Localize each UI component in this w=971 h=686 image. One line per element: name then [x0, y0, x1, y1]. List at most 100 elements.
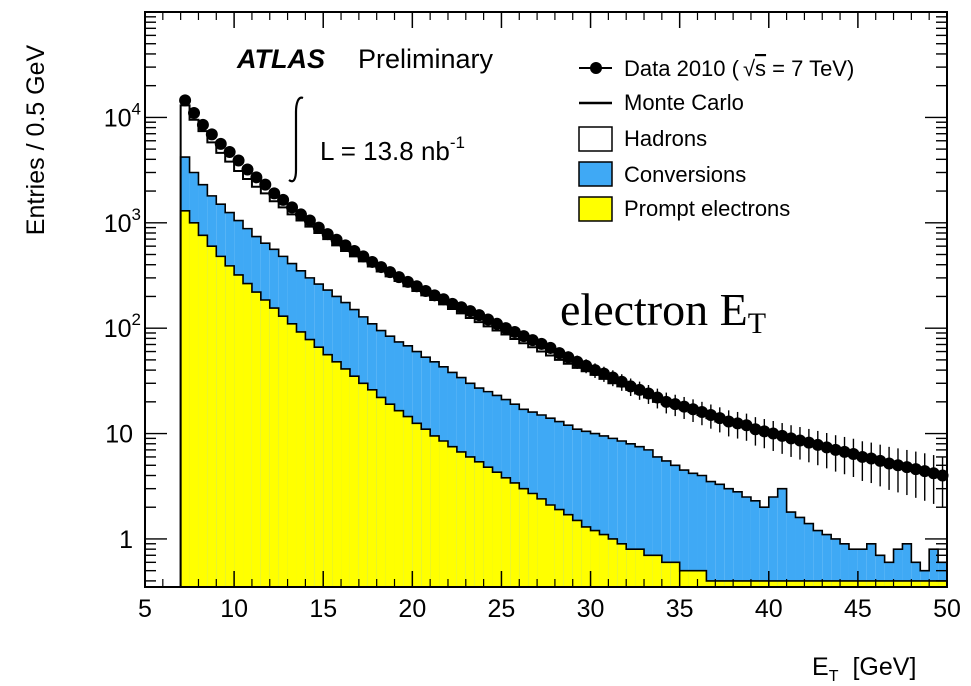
y-tick-label: 104: [104, 99, 141, 132]
conversions-bar: [786, 512, 796, 587]
data-point: [250, 171, 263, 184]
data-point: [196, 118, 209, 131]
conversions-bar: [840, 543, 850, 587]
header-labels: ATLAS Preliminary L = 13.8 nb-1 electron…: [236, 44, 766, 340]
legend-conversions-swatch: [578, 161, 613, 187]
hadrons-bar: [866, 458, 876, 587]
prompt-electrons-bar: [510, 482, 520, 587]
prompt-electrons-outline: [179, 209, 947, 587]
prompt-electrons-bar: [590, 530, 600, 587]
conversions-bar: [884, 562, 894, 587]
data-point: [856, 450, 869, 463]
prompt-electrons-bar: [786, 580, 796, 587]
prompt-electrons-bar: [234, 274, 244, 587]
hadrons-bar: [840, 451, 849, 587]
conversions-bar: [822, 534, 832, 587]
x-axis-title-main: E: [812, 653, 829, 681]
prompt-electrons-bar: [581, 526, 591, 587]
prompt-electrons-bar: [501, 477, 511, 587]
prompt-electrons-bar: [251, 292, 262, 587]
annotation-sub: T: [748, 307, 766, 340]
prompt-electrons-bar: [626, 549, 636, 587]
prompt-electrons-bar: [376, 397, 386, 587]
prompt-electrons-bar: [421, 429, 431, 587]
data-point: [277, 193, 290, 206]
data-point: [553, 347, 566, 360]
legend-data-label: Data 2010 (√s = 7 TeV): [624, 56, 854, 81]
prompt-electrons-bar: [875, 580, 885, 587]
prompt-electrons-bar: [216, 256, 226, 587]
data-point: [722, 415, 735, 428]
data-point: [508, 325, 521, 338]
prompt-electrons-bar: [385, 404, 395, 587]
annotation-main: electron E: [560, 284, 748, 335]
conversions-bar: [706, 481, 716, 587]
data-point: [401, 275, 414, 288]
y-tick-label-exp: 2: [132, 310, 141, 329]
data-point: [179, 94, 192, 107]
prompt-electrons-bar: [652, 555, 663, 587]
prompt-electrons-bar: [911, 580, 921, 587]
data-point: [205, 128, 218, 141]
hadrons-bar: [857, 456, 867, 587]
prompt-electrons-bar: [572, 520, 582, 587]
data-point: [562, 351, 575, 364]
plot-area: [179, 94, 949, 588]
status-label: Preliminary: [358, 44, 494, 74]
prompt-electrons-bar: [644, 555, 654, 587]
prompt-electrons-bar: [403, 416, 413, 587]
prompt-electrons-bar: [278, 316, 288, 587]
axis-labels: Entries / 0.5 GeV ET [GeV]: [22, 44, 916, 685]
prompt-electrons-bar: [546, 504, 556, 587]
data-point: [223, 145, 236, 158]
legend-prompt-swatch: [578, 196, 613, 222]
x-tick-label: 40: [755, 595, 783, 623]
conversions-bar: [697, 475, 707, 587]
x-axis-title: ET [GeV]: [812, 653, 916, 685]
prompt-electrons-bar: [831, 580, 841, 587]
conversions-bar: [608, 438, 618, 587]
data-point: [482, 313, 495, 326]
prompt-electrons-bar: [679, 570, 689, 587]
prompt-electrons-bar: [394, 410, 404, 587]
prompt-electrons-bar: [635, 549, 645, 587]
data-point: [615, 375, 628, 388]
hadrons-bar: [875, 460, 885, 587]
prompt-electrons-bar: [198, 235, 208, 587]
prompt-electrons-bar: [777, 580, 787, 587]
prompt-electrons-bar: [715, 580, 725, 587]
y-axis-title: Entries / 0.5 GeV: [22, 44, 50, 235]
x-tick-label: 50: [933, 595, 961, 623]
data-point: [241, 163, 254, 176]
y-tick-label-base: 10: [104, 104, 132, 132]
prompt-electrons-bar: [412, 423, 422, 587]
prompt-electrons-bar: [243, 283, 253, 587]
electron-et-annotation: electron ET: [560, 284, 766, 340]
prompt-electrons-bar: [768, 580, 778, 587]
conversions-bar: [777, 488, 787, 587]
legend-conversions-label: Conversions: [624, 162, 746, 187]
y-tick-label-exp: 4: [132, 99, 141, 118]
legend-data-marker: [590, 62, 602, 74]
conversions-bar: [644, 449, 654, 587]
prompt-electrons-bar: [893, 580, 903, 587]
prompt-electrons-bar: [519, 488, 529, 587]
data-point: [490, 317, 503, 330]
prompt-electrons-bar: [207, 246, 217, 587]
data-point: [606, 371, 619, 384]
y-tick-label: 102: [104, 310, 141, 343]
prompt-electrons-bar: [733, 580, 743, 587]
hadrons-bar: [938, 475, 947, 587]
prompt-electrons-bar: [465, 456, 476, 587]
prompt-electrons-bar: [742, 580, 752, 587]
conversions-bar: [661, 460, 672, 587]
conversions-bar: [795, 517, 805, 587]
prompt-electrons-bar: [724, 580, 734, 587]
y-tick-label: 10: [105, 421, 133, 449]
prompt-electrons-bar: [439, 440, 449, 587]
hadrons-bar: [920, 471, 930, 587]
hadrons-bar: [795, 440, 805, 587]
data-point: [294, 208, 307, 221]
